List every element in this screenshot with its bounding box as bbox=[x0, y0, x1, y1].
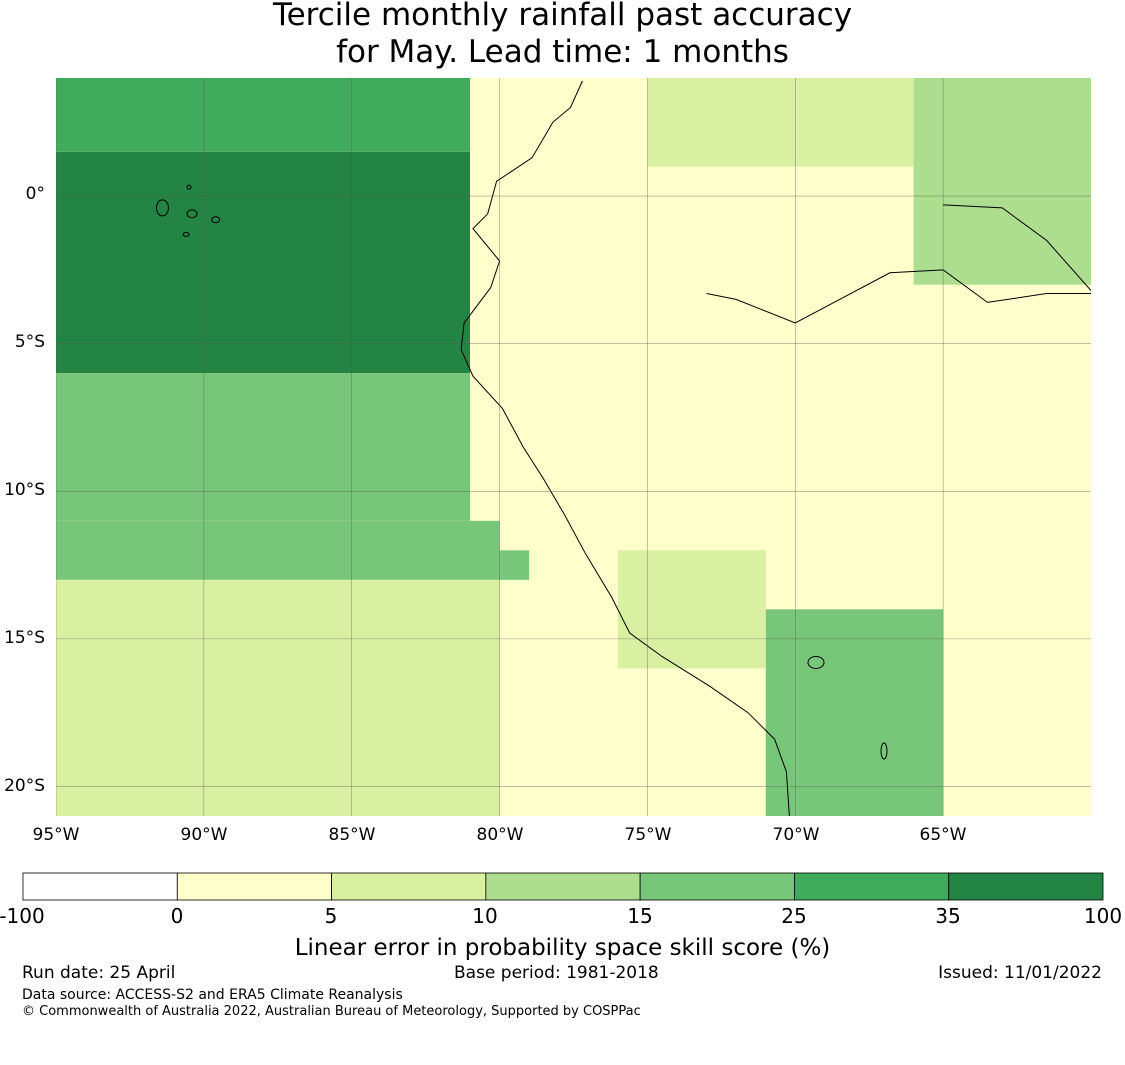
skill-score-heatmap bbox=[56, 78, 1091, 816]
colorbar-tick-15: 15 bbox=[627, 904, 653, 928]
heatmap-cell bbox=[56, 579, 500, 816]
colorbar-segment bbox=[331, 872, 487, 901]
galapagos-island bbox=[211, 216, 221, 224]
galapagos-island bbox=[186, 209, 198, 219]
colorbar-segment bbox=[794, 872, 950, 901]
colorbar-tick-0: 0 bbox=[170, 904, 184, 928]
colorbar bbox=[22, 872, 1104, 901]
galapagos-island bbox=[182, 231, 190, 237]
south-america-coastline bbox=[460, 80, 790, 816]
lon-label-95w: 95°W bbox=[32, 825, 80, 845]
heatmap-cell bbox=[617, 550, 766, 669]
galapagos-island bbox=[186, 184, 192, 190]
heatmap-cell bbox=[56, 373, 470, 521]
issued-date: Issued: 11/01/2022 bbox=[938, 963, 1102, 983]
map-title-line-2: for May. Lead time: 1 months bbox=[336, 34, 789, 70]
lat-label-5s: 5°S bbox=[14, 332, 45, 352]
colorbar-tick-100: 100 bbox=[1083, 904, 1123, 928]
colorbar-segment bbox=[948, 872, 1104, 901]
amazon-river bbox=[706, 269, 1091, 324]
lon-label-85w: 85°W bbox=[328, 825, 376, 845]
map-title-line-1: Tercile monthly rainfall past accuracy bbox=[272, 0, 853, 33]
lon-label-80w: 80°W bbox=[476, 825, 524, 845]
colorbar-segment bbox=[639, 872, 795, 901]
colorbar-segment bbox=[22, 872, 178, 901]
rio-negro bbox=[943, 204, 1091, 291]
colorbar-segment bbox=[176, 872, 332, 901]
copyright-notice: © Commonwealth of Australia 2022, Austra… bbox=[22, 1004, 641, 1019]
colorbar-tick-10: 10 bbox=[472, 904, 498, 928]
heatmap-cell bbox=[56, 520, 530, 580]
lat-label-15s: 15°S bbox=[4, 628, 45, 648]
colorbar-segment bbox=[485, 872, 641, 901]
galapagos-island bbox=[155, 199, 169, 217]
map-gridlines bbox=[56, 78, 1091, 816]
heatmap-cell bbox=[56, 151, 470, 374]
lat-label-10s: 10°S bbox=[4, 480, 45, 500]
lake-outline bbox=[807, 655, 825, 669]
lake-outline bbox=[880, 742, 888, 760]
colorbar-tick-5: 5 bbox=[324, 904, 338, 928]
run-date: Run date: 25 April bbox=[22, 963, 176, 983]
heatmap-cell bbox=[765, 609, 944, 816]
colorbar-tick-35: 35 bbox=[935, 904, 961, 928]
lon-label-65w: 65°W bbox=[919, 825, 967, 845]
heatmap-cell bbox=[913, 78, 1091, 285]
lat-label-0: 0° bbox=[25, 184, 45, 204]
data-source: Data source: ACCESS-S2 and ERA5 Climate … bbox=[22, 987, 403, 1003]
lon-label-90w: 90°W bbox=[180, 825, 228, 845]
colorbar-tick-25: 25 bbox=[781, 904, 807, 928]
lon-label-75w: 75°W bbox=[624, 825, 672, 845]
lat-label-20s: 20°S bbox=[4, 776, 45, 796]
heatmap-cell bbox=[647, 78, 914, 167]
coastlines bbox=[155, 80, 1091, 816]
lon-label-70w: 70°W bbox=[772, 825, 820, 845]
colorbar-tick-neg100: -100 bbox=[0, 904, 45, 928]
heatmap-cell bbox=[56, 78, 470, 152]
base-period: Base period: 1981-2018 bbox=[454, 963, 659, 983]
colorbar-title: Linear error in probability space skill … bbox=[294, 935, 831, 961]
